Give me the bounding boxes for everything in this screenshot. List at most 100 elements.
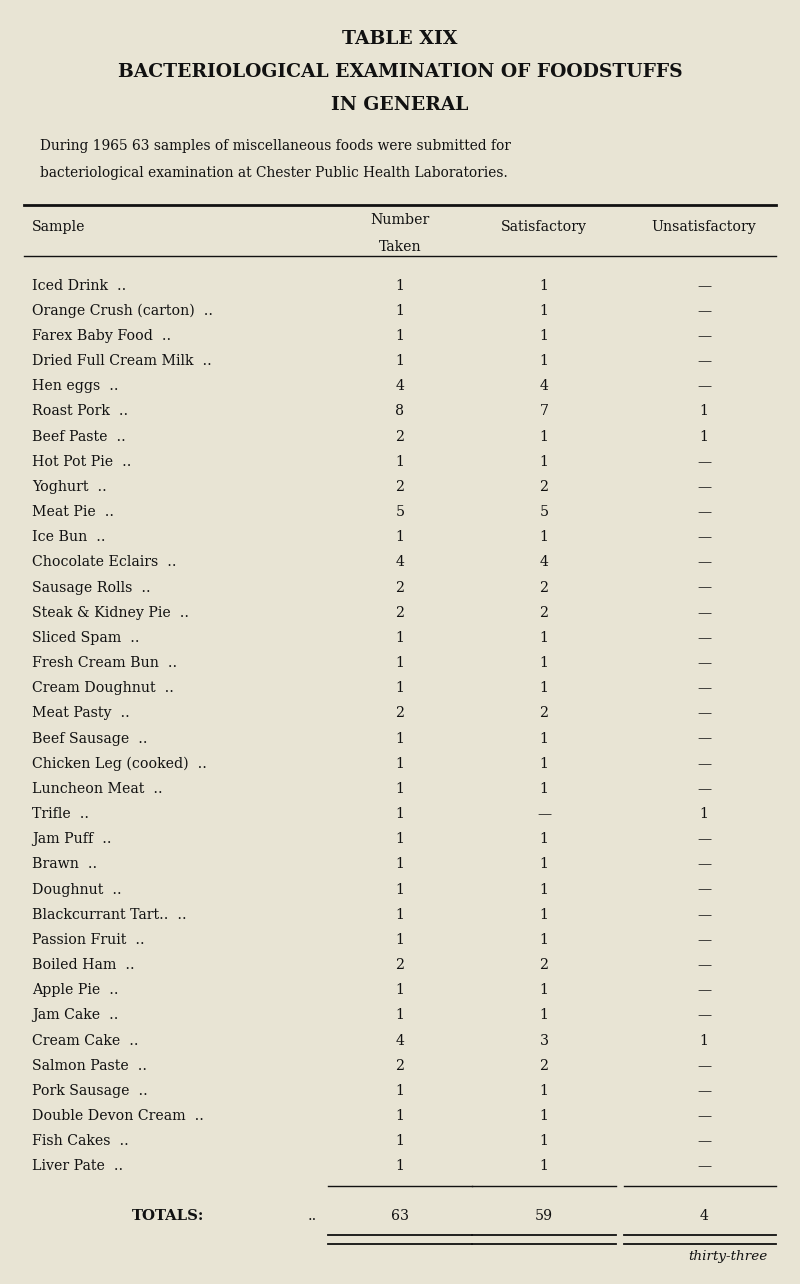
Text: 1: 1 <box>539 656 549 670</box>
Text: —: — <box>697 1008 711 1022</box>
Text: 4: 4 <box>395 556 405 570</box>
Text: Fresh Cream Bun  ..: Fresh Cream Bun .. <box>32 656 177 670</box>
Text: Meat Pie  ..: Meat Pie .. <box>32 505 114 519</box>
Text: Chocolate Eclairs  ..: Chocolate Eclairs .. <box>32 556 177 570</box>
Text: —: — <box>697 630 711 645</box>
Text: 1: 1 <box>539 1159 549 1174</box>
Text: Unsatisfactory: Unsatisfactory <box>652 220 756 234</box>
Text: 1: 1 <box>395 908 405 922</box>
Text: Doughnut  ..: Doughnut .. <box>32 882 122 896</box>
Text: 2: 2 <box>395 430 405 444</box>
Text: —: — <box>697 732 711 746</box>
Text: Beef Sausage  ..: Beef Sausage .. <box>32 732 147 746</box>
Text: Chicken Leg (cooked)  ..: Chicken Leg (cooked) .. <box>32 756 207 772</box>
Text: 1: 1 <box>395 279 405 293</box>
Text: 2: 2 <box>395 606 405 620</box>
Text: 1: 1 <box>539 858 549 872</box>
Text: 1: 1 <box>395 354 405 369</box>
Text: 1: 1 <box>395 1109 405 1124</box>
Text: 63: 63 <box>391 1210 409 1224</box>
Text: —: — <box>697 1084 711 1098</box>
Text: —: — <box>697 379 711 393</box>
Text: —: — <box>697 1059 711 1073</box>
Text: Cream Cake  ..: Cream Cake .. <box>32 1034 138 1048</box>
Text: —: — <box>697 756 711 770</box>
Text: 1: 1 <box>539 756 549 770</box>
Text: 1: 1 <box>395 933 405 948</box>
Text: 1: 1 <box>395 832 405 846</box>
Text: 4: 4 <box>395 1034 405 1048</box>
Text: Passion Fruit  ..: Passion Fruit .. <box>32 933 145 948</box>
Text: Sliced Spam  ..: Sliced Spam .. <box>32 630 139 645</box>
Text: 1: 1 <box>395 630 405 645</box>
Text: 1: 1 <box>395 1134 405 1148</box>
Text: Taken: Taken <box>378 240 422 254</box>
Text: —: — <box>697 455 711 469</box>
Text: 2: 2 <box>539 706 549 720</box>
Text: 1: 1 <box>395 329 405 343</box>
Text: 1: 1 <box>395 530 405 544</box>
Text: 1: 1 <box>539 304 549 318</box>
Text: 3: 3 <box>539 1034 549 1048</box>
Text: 1: 1 <box>539 530 549 544</box>
Text: thirty-three: thirty-three <box>689 1251 768 1263</box>
Text: —: — <box>697 832 711 846</box>
Text: 1: 1 <box>539 933 549 948</box>
Text: 1: 1 <box>395 882 405 896</box>
Text: 1: 1 <box>539 354 549 369</box>
Text: 2: 2 <box>539 1059 549 1073</box>
Text: —: — <box>697 1159 711 1174</box>
Text: 1: 1 <box>539 882 549 896</box>
Text: —: — <box>697 556 711 570</box>
Text: 5: 5 <box>395 505 405 519</box>
Text: ..: .. <box>307 1210 317 1224</box>
Text: 1: 1 <box>539 279 549 293</box>
Text: —: — <box>697 984 711 998</box>
Text: —: — <box>697 1109 711 1124</box>
Text: Trifle  ..: Trifle .. <box>32 808 89 822</box>
Text: Beef Paste  ..: Beef Paste .. <box>32 430 126 444</box>
Text: 59: 59 <box>535 1210 553 1224</box>
Text: —: — <box>697 706 711 720</box>
Text: 1: 1 <box>539 1134 549 1148</box>
Text: TABLE XIX: TABLE XIX <box>342 30 458 48</box>
Text: 2: 2 <box>539 606 549 620</box>
Text: 2: 2 <box>395 958 405 972</box>
Text: 1: 1 <box>395 858 405 872</box>
Text: 1: 1 <box>395 455 405 469</box>
Text: 1: 1 <box>539 782 549 796</box>
Text: 4: 4 <box>699 1210 709 1224</box>
Text: Fish Cakes  ..: Fish Cakes .. <box>32 1134 129 1148</box>
Text: —: — <box>697 304 711 318</box>
Text: BACTERIOLOGICAL EXAMINATION OF FOODSTUFFS: BACTERIOLOGICAL EXAMINATION OF FOODSTUFF… <box>118 63 682 81</box>
Text: —: — <box>697 958 711 972</box>
Text: 4: 4 <box>539 379 549 393</box>
Text: 1: 1 <box>395 732 405 746</box>
Text: 4: 4 <box>395 379 405 393</box>
Text: —: — <box>697 329 711 343</box>
Text: 2: 2 <box>539 580 549 594</box>
Text: Hot Pot Pie  ..: Hot Pot Pie .. <box>32 455 131 469</box>
Text: 1: 1 <box>539 1109 549 1124</box>
Text: —: — <box>697 354 711 369</box>
Text: Apple Pie  ..: Apple Pie .. <box>32 984 118 998</box>
Text: Cream Doughnut  ..: Cream Doughnut .. <box>32 682 174 696</box>
Text: 1: 1 <box>395 756 405 770</box>
Text: 1: 1 <box>395 304 405 318</box>
Text: 1: 1 <box>699 404 709 419</box>
Text: —: — <box>697 279 711 293</box>
Text: 2: 2 <box>395 1059 405 1073</box>
Text: —: — <box>537 808 551 822</box>
Text: Farex Baby Food  ..: Farex Baby Food .. <box>32 329 171 343</box>
Text: 1: 1 <box>539 455 549 469</box>
Text: 2: 2 <box>395 580 405 594</box>
Text: —: — <box>697 858 711 872</box>
Text: —: — <box>697 782 711 796</box>
Text: TOTALS:: TOTALS: <box>132 1210 204 1224</box>
Text: 4: 4 <box>539 556 549 570</box>
Text: —: — <box>697 656 711 670</box>
Text: Number: Number <box>370 213 430 227</box>
Text: Hen eggs  ..: Hen eggs .. <box>32 379 118 393</box>
Text: 8: 8 <box>395 404 405 419</box>
Text: —: — <box>697 480 711 494</box>
